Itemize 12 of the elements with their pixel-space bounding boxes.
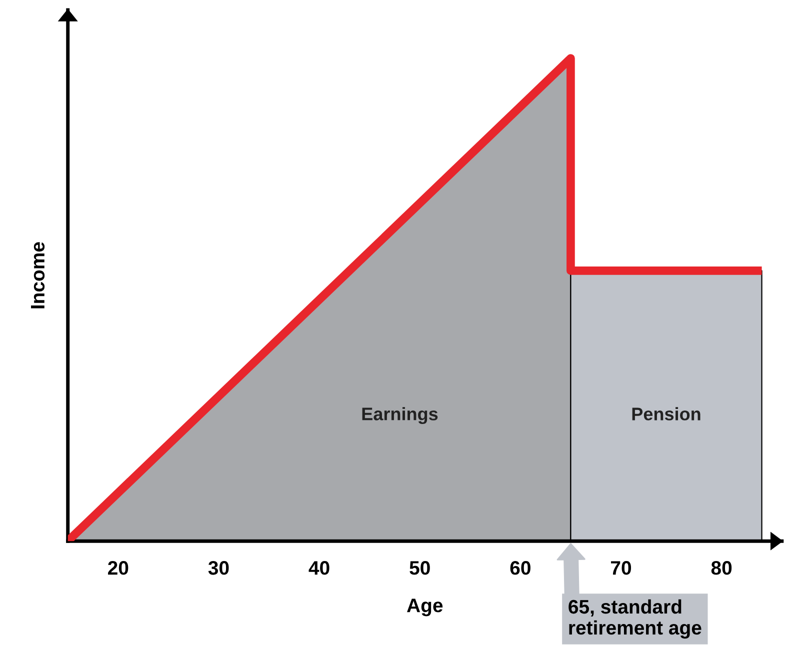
x-tick-label: 30: [208, 561, 229, 575]
series-label: Pension: [632, 407, 700, 420]
x-axis-title: Age: [406, 598, 443, 616]
x-tick-label: 60: [510, 561, 530, 575]
x-tick-label: 20: [108, 561, 128, 575]
y-axis-title: Income: [31, 242, 45, 308]
x-tick-label: 70: [611, 561, 632, 575]
x-tick-label: 40: [308, 561, 330, 575]
series-label: Earnings: [362, 407, 438, 424]
annotation: 65, standard retirement age: [568, 599, 702, 639]
x-tick-label: 80: [711, 561, 732, 575]
x-tick-label: 50: [410, 561, 430, 575]
